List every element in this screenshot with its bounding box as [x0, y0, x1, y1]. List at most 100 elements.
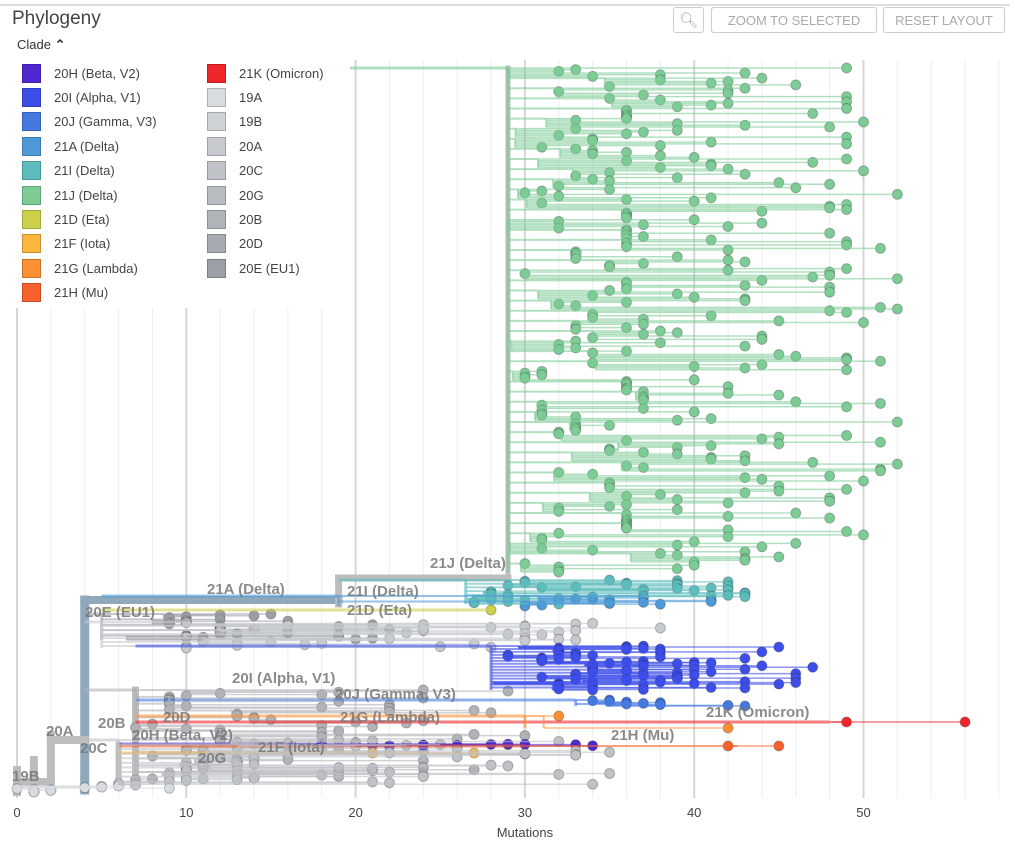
clade-label: 19B — [12, 768, 40, 785]
legend-swatch — [22, 112, 41, 132]
legend-label: 19B — [239, 114, 263, 130]
legend-swatch — [207, 136, 226, 156]
legend-swatch — [207, 161, 226, 181]
legend-toggle[interactable]: Clade ⌃ — [17, 37, 66, 53]
magnifier-icon: 🔍︎ — [678, 12, 699, 29]
legend-item[interactable]: 20C — [207, 160, 263, 182]
legend-label: 21K (Omicron) — [239, 65, 324, 81]
legend-item[interactable]: 21K (Omicron) — [207, 62, 324, 84]
legend-swatch — [22, 283, 41, 303]
legend-label: 21J (Delta) — [54, 187, 118, 203]
legend-swatch — [22, 87, 41, 107]
legend-item[interactable]: 19A — [207, 86, 262, 108]
chevron-up-icon: ⌃ — [54, 37, 66, 52]
legend-swatch — [22, 258, 41, 278]
axis-tick-label: 40 — [687, 805, 701, 820]
legend-item[interactable]: 21I (Delta) — [22, 160, 115, 182]
legend-label: 20H (Beta, V2) — [54, 65, 140, 81]
legend-label: 20C — [239, 163, 263, 179]
legend-label: 20E (EU1) — [239, 260, 300, 276]
legend-label: 19A — [239, 89, 263, 105]
clade-label: 21G (Lambda) — [340, 709, 440, 726]
legend-label: 20J (Gamma, V3) — [54, 114, 157, 130]
clade-label: 20A — [46, 723, 74, 740]
zoom-to-selected-button[interactable]: ZOOM TO SELECTED — [711, 7, 877, 33]
clade-label: 20H (Beta, V2) — [132, 727, 233, 744]
clade-label: 20J (Gamma, V3) — [335, 686, 456, 703]
zoom-button[interactable]: 🔍︎ — [673, 7, 704, 33]
legend-swatch — [207, 209, 226, 229]
legend-swatch — [22, 209, 41, 229]
legend-item[interactable]: 21G (Lambda) — [22, 257, 138, 279]
legend-item[interactable]: 21A (Delta) — [22, 135, 119, 157]
legend-swatch — [207, 87, 226, 107]
clade-21a — [101, 594, 712, 607]
clade-label: 21A (Delta) — [207, 581, 285, 598]
legend-swatch — [22, 136, 41, 156]
legend-item[interactable]: 21J (Delta) — [22, 184, 118, 206]
legend-item[interactable]: 20A — [207, 135, 262, 157]
legend-swatch — [207, 258, 226, 278]
clade-label: 20E (EU1) — [85, 604, 155, 621]
legend-title: Clade — [17, 37, 51, 52]
legend-swatch — [207, 234, 226, 254]
legend-swatch — [207, 185, 226, 205]
legend-label: 20G — [239, 187, 264, 203]
clade-label: 20B — [98, 715, 126, 732]
legend-swatch — [22, 234, 41, 254]
axis-tick-label: 0 — [13, 805, 20, 820]
clade-label: 20I (Alpha, V1) — [232, 670, 335, 687]
axis-label: Mutations — [497, 825, 554, 840]
panel-divider — [0, 4, 1010, 6]
clade-label: 21I (Delta) — [347, 583, 419, 600]
clade-label: 21F (Iota) — [258, 739, 325, 756]
legend-label: 21A (Delta) — [54, 138, 120, 154]
legend-label: 21G (Lambda) — [54, 260, 138, 276]
legend-label: 21H (Mu) — [54, 285, 109, 301]
clade-label: 21D (Eta) — [347, 602, 412, 619]
axis-tick-label: 50 — [856, 805, 870, 820]
legend-swatch — [207, 112, 226, 132]
axis-tick-label: 30 — [518, 805, 532, 820]
legend-item[interactable]: 21D (Eta) — [22, 208, 110, 230]
legend-item[interactable]: 20D — [207, 233, 263, 255]
legend-label: 21I (Delta) — [54, 163, 115, 179]
legend-item[interactable]: 20G — [207, 184, 264, 206]
axis-tick-label: 10 — [179, 805, 193, 820]
clade-19a — [15, 785, 170, 793]
clade-label: 21H (Mu) — [611, 727, 674, 744]
legend-item[interactable]: 21F (Iota) — [22, 233, 110, 255]
legend-label: 21D (Eta) — [54, 211, 110, 227]
legend-item[interactable]: 20B — [207, 208, 262, 230]
axis-tick-label: 20 — [348, 805, 362, 820]
legend-item[interactable]: 20H (Beta, V2) — [22, 62, 140, 84]
legend-swatch — [22, 63, 41, 83]
reset-layout-button[interactable]: RESET LAYOUT — [883, 7, 1005, 33]
legend-label: 20B — [239, 211, 263, 227]
clade-20j — [135, 698, 745, 707]
legend-label: 20I (Alpha, V1) — [54, 89, 141, 105]
clade-20c — [84, 738, 610, 786]
clade-21i — [338, 578, 745, 605]
legend-item[interactable]: 21H (Mu) — [22, 282, 108, 304]
clade-label: 20D — [163, 709, 191, 726]
legend-swatch — [22, 161, 41, 181]
legend-item[interactable]: 19B — [207, 111, 262, 133]
legend-swatch — [207, 63, 226, 83]
clade-label: 20G — [198, 750, 226, 767]
legend-swatch — [22, 185, 41, 205]
legend-label: 20A — [239, 138, 263, 154]
legend: 20H (Beta, V2) 20I (Alpha, V1) 20J (Gamma,… — [10, 58, 350, 308]
clade-20i — [135, 644, 813, 691]
legend-item[interactable]: 20J (Gamma, V3) — [22, 111, 157, 133]
legend-item[interactable]: 20I (Alpha, V1) — [22, 86, 141, 108]
panel-title: Phylogeny — [12, 8, 101, 29]
clade-label: 21K (Omicron) — [706, 704, 809, 721]
clade-label: 21J (Delta) — [430, 555, 506, 572]
clade-21g — [135, 714, 729, 729]
clade-21j — [338, 66, 898, 573]
legend-item[interactable]: 20E (EU1) — [207, 257, 300, 279]
clade-label: 20C — [80, 740, 108, 757]
legend-label: 21F (Iota) — [54, 236, 111, 252]
